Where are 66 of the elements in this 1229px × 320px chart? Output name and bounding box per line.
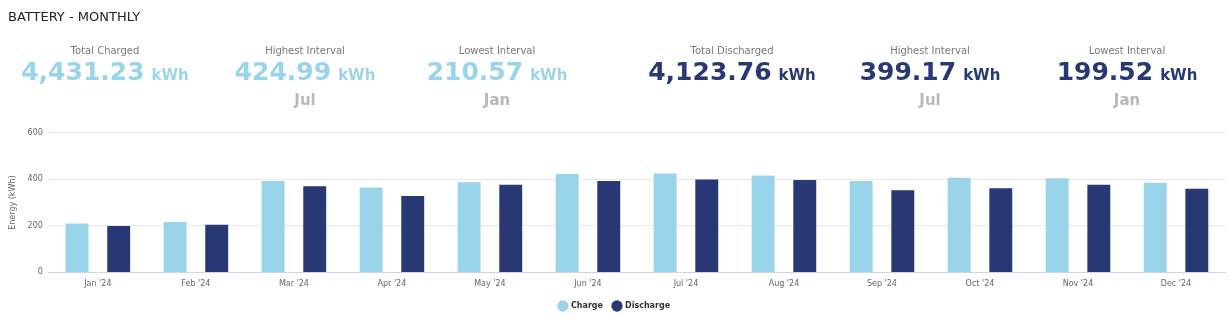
text: Total Discharged xyxy=(689,44,775,58)
bar xyxy=(1143,182,1167,272)
x-tick-label: May '24 xyxy=(474,279,506,289)
bar xyxy=(555,173,579,272)
x-tick-label: Apr '24 xyxy=(377,279,407,289)
bar xyxy=(303,186,327,272)
text: kWh xyxy=(151,66,189,84)
bar xyxy=(261,180,285,272)
text: Jul xyxy=(292,90,317,111)
bar xyxy=(359,187,383,272)
bar xyxy=(65,223,89,272)
text: Jul xyxy=(917,90,942,111)
legend-label: Discharge xyxy=(624,301,671,311)
text: kWh xyxy=(963,66,1001,84)
x-tick-label: Oct '24 xyxy=(965,279,995,289)
x-tick-label: Nov '24 xyxy=(1062,279,1094,289)
bar xyxy=(891,190,915,272)
text: 210.57 xyxy=(426,57,524,86)
x-tick-label: Mar '24 xyxy=(278,279,309,289)
bar xyxy=(1185,188,1209,272)
bar xyxy=(597,180,621,272)
bar xyxy=(163,221,187,272)
bar xyxy=(401,196,425,272)
text: 424.99 xyxy=(234,57,332,86)
bar xyxy=(499,184,523,272)
text: 4,123.76 xyxy=(648,57,772,86)
text: 399.17 xyxy=(859,57,957,86)
text: Lowest Interval xyxy=(1087,44,1167,58)
text: kWh xyxy=(338,66,376,84)
bar xyxy=(793,180,817,272)
text: 199.52 xyxy=(1056,57,1154,86)
bar xyxy=(205,224,229,272)
text: Lowest Interval xyxy=(457,44,537,58)
text: Jan xyxy=(1112,90,1142,111)
text: Total Charged xyxy=(69,44,141,58)
bar xyxy=(457,182,481,272)
bar xyxy=(107,225,131,272)
y-tick-label: 0 xyxy=(37,267,43,277)
bar xyxy=(653,173,677,272)
text: kWh xyxy=(1160,66,1198,84)
text: 4,431.23 xyxy=(21,57,145,86)
bar xyxy=(1045,178,1069,272)
bar xyxy=(1087,184,1111,272)
y-axis-title: Energy (kWh) xyxy=(7,175,17,230)
text: Jan xyxy=(482,90,512,111)
text: kWh xyxy=(530,66,568,84)
bar xyxy=(849,180,873,272)
text: Highest Interval xyxy=(889,44,971,58)
x-tick-label: Sep '24 xyxy=(866,279,897,289)
y-tick-label: 400 xyxy=(27,174,43,184)
x-tick-label: Jan '24 xyxy=(83,279,112,289)
legend-label: Charge xyxy=(570,301,604,311)
x-tick-label: Aug '24 xyxy=(768,279,800,289)
bar xyxy=(695,179,719,272)
y-tick-label: 600 xyxy=(27,127,43,137)
y-tick-label: 200 xyxy=(27,220,43,230)
x-tick-label: Feb '24 xyxy=(181,279,211,289)
x-tick-label: Jul '24 xyxy=(672,279,699,289)
bar xyxy=(989,188,1013,272)
x-tick-label: Jun '24 xyxy=(573,279,602,289)
text: kWh xyxy=(778,66,816,84)
x-tick-label: Dec '24 xyxy=(1160,279,1192,289)
bar xyxy=(947,177,971,272)
text: Highest Interval xyxy=(264,44,346,58)
chart-title: BATTERY - MONTHLY xyxy=(8,9,141,24)
bar xyxy=(751,175,775,272)
